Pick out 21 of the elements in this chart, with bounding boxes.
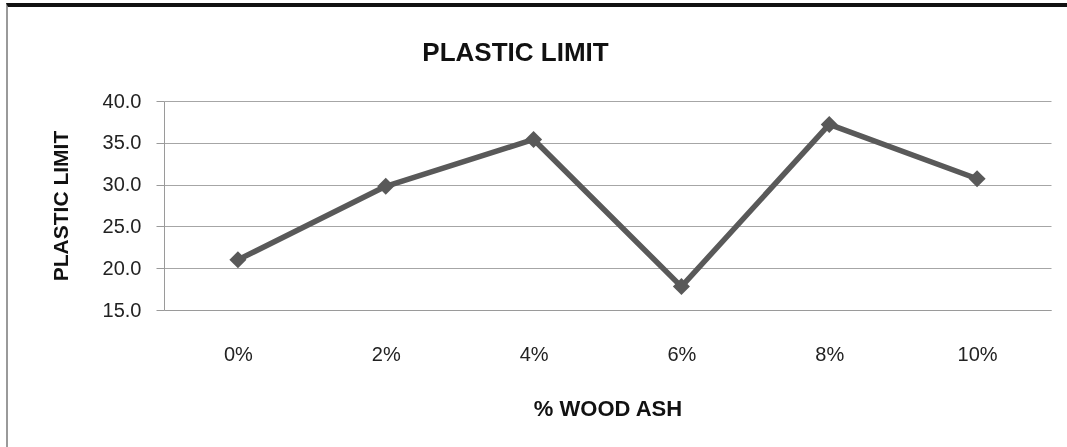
x-tick-label: 6% <box>667 342 697 365</box>
x-tick-label: 8% <box>815 342 845 365</box>
x-tick-label: 2% <box>371 342 401 365</box>
y-tick-label: 40.0 <box>102 89 142 112</box>
chart-title: PLASTIC LIMIT <box>422 37 609 67</box>
y-tick-label: 15.0 <box>102 298 142 321</box>
x-tick-label: 0% <box>223 342 254 365</box>
point <box>672 278 690 296</box>
point <box>229 251 247 269</box>
point <box>525 130 543 148</box>
x-tick-label: 4% <box>519 342 549 365</box>
y-tick-label: 35.0 <box>102 131 142 154</box>
y-tick-label: 20.0 <box>102 256 142 279</box>
point <box>377 177 395 195</box>
point <box>968 170 986 188</box>
y-tick-label: 30.0 <box>102 173 142 196</box>
y-tick-label: 25.0 <box>102 214 142 237</box>
y-axis-title: PLASTIC LIMIT <box>48 130 72 282</box>
point <box>820 115 838 133</box>
x-tick-label: 10% <box>957 342 998 365</box>
x-axis-title: % WOOD ASH <box>533 395 683 421</box>
